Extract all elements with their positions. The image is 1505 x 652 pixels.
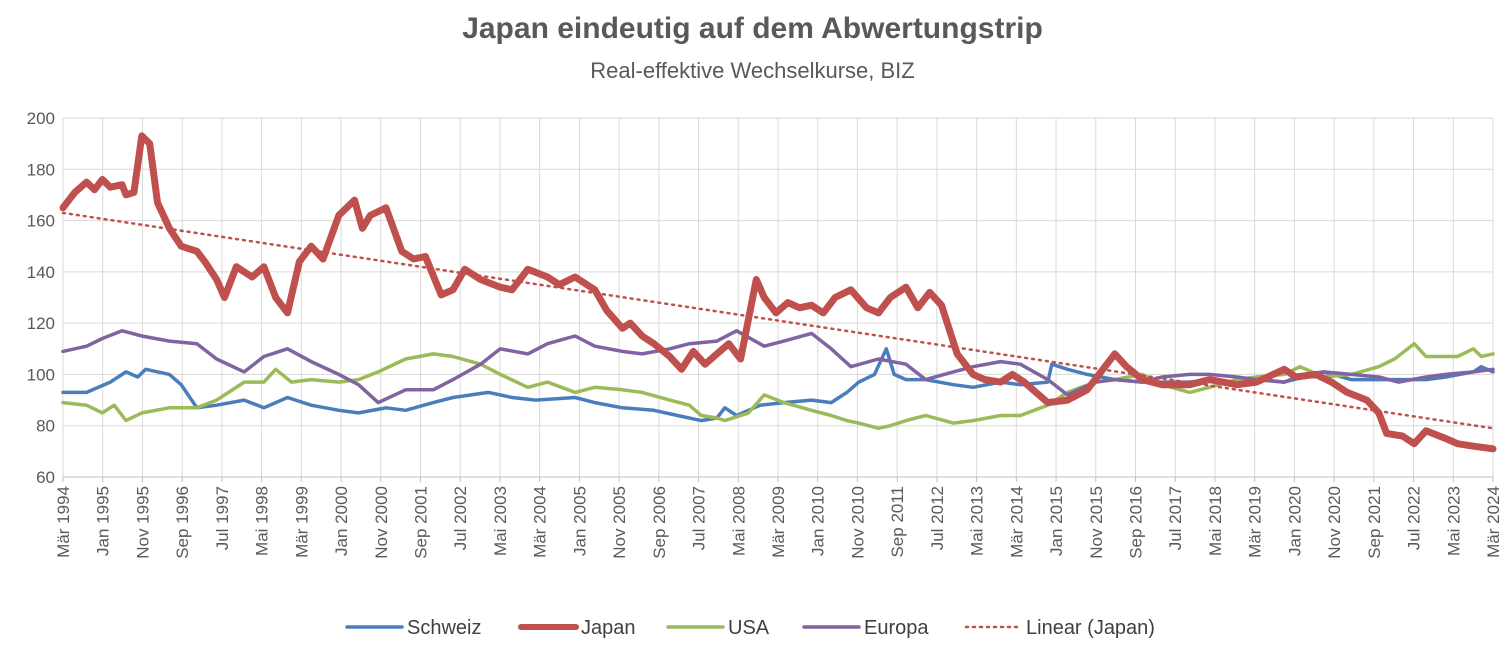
series-line-japan bbox=[59, 132, 1497, 453]
x-tick-label: Jan 1995 bbox=[94, 486, 113, 556]
x-tick-label: Nov 1995 bbox=[133, 486, 152, 559]
x-tick-label: Mär 1999 bbox=[292, 486, 311, 558]
y-tick-label: 200 bbox=[27, 109, 55, 128]
x-tick-label: Jan 2015 bbox=[1047, 486, 1066, 556]
x-tick-label: Sep 2006 bbox=[650, 486, 669, 559]
legend-label: USA bbox=[728, 617, 770, 639]
x-tick-label: Mai 2008 bbox=[729, 486, 748, 556]
x-tick-label: Jul 2017 bbox=[1166, 486, 1185, 550]
x-axis: Mär 1994 Jan 1995 Nov 1995 Sep 1996 Jul 1997… bbox=[54, 476, 1503, 559]
x-tick-label: Jul 2007 bbox=[690, 486, 709, 550]
x-tick-label: Mai 2013 bbox=[968, 486, 987, 556]
x-tick-label: Sep 2011 bbox=[888, 486, 907, 558]
chart-title: Japan eindeutig auf dem Abwertungstrip bbox=[462, 12, 1043, 45]
x-tick-label: Sep 2016 bbox=[1127, 486, 1146, 559]
x-tick-label: Jan 2000 bbox=[332, 486, 351, 556]
x-tick-label: Mai 2023 bbox=[1444, 486, 1463, 556]
legend-label: Schweiz bbox=[407, 617, 481, 639]
x-tick-label: Mär 2014 bbox=[1007, 486, 1026, 558]
x-tick-label: Mär 2019 bbox=[1246, 486, 1265, 558]
x-tick-label: Nov 2010 bbox=[848, 486, 867, 559]
x-tick-label: Nov 2000 bbox=[372, 486, 391, 559]
x-tick-label: Mär 1994 bbox=[54, 486, 73, 558]
legend-label: Linear (Japan) bbox=[1026, 617, 1155, 639]
legend-label: Japan bbox=[581, 617, 636, 639]
x-tick-label: Nov 2020 bbox=[1325, 486, 1344, 559]
y-tick-label: 180 bbox=[27, 160, 55, 179]
y-tick-label: 100 bbox=[27, 365, 55, 384]
y-tick-label: 80 bbox=[36, 417, 55, 436]
chart-subtitle: Real-effektive Wechselkurse, BIZ bbox=[590, 58, 915, 83]
x-tick-label: Sep 2001 bbox=[412, 486, 431, 559]
x-tick-label: Mai 2018 bbox=[1206, 486, 1225, 556]
series-line-linear-japan bbox=[61, 211, 1495, 430]
x-tick-label: Sep 1996 bbox=[173, 486, 192, 559]
x-tick-label: Mär 2009 bbox=[769, 486, 788, 558]
y-tick-label: 60 bbox=[36, 468, 55, 487]
x-tick-label: Jul 2012 bbox=[928, 486, 947, 550]
x-tick-label: Nov 2015 bbox=[1087, 486, 1106, 559]
x-tick-label: Nov 2005 bbox=[610, 486, 629, 559]
x-tick-label: Jan 2010 bbox=[809, 486, 828, 556]
legend: Schweiz Japan USA Europa Linear (Japan) bbox=[345, 617, 1155, 639]
y-tick-label: 160 bbox=[27, 212, 55, 231]
x-tick-label: Sep 2021 bbox=[1365, 486, 1384, 559]
y-axis: 60 80 100 120 140 160 180 200 bbox=[27, 109, 55, 487]
x-tick-label: Jul 1997 bbox=[213, 486, 232, 550]
series-lines bbox=[59, 132, 1497, 453]
legend-label: Europa bbox=[864, 617, 929, 639]
x-tick-label: Mai 2003 bbox=[491, 486, 510, 556]
x-tick-label: Jul 2022 bbox=[1405, 486, 1424, 550]
x-tick-label: Mär 2004 bbox=[531, 486, 550, 558]
x-tick-label: Mai 1998 bbox=[253, 486, 272, 556]
x-tick-label: Mär 2024 bbox=[1484, 486, 1503, 558]
y-tick-label: 120 bbox=[27, 314, 55, 333]
y-tick-label: 140 bbox=[27, 263, 55, 282]
x-tick-label: Jul 2002 bbox=[451, 486, 470, 550]
x-tick-label: Jan 2020 bbox=[1285, 486, 1304, 556]
x-tick-label: Jan 2005 bbox=[570, 486, 589, 556]
